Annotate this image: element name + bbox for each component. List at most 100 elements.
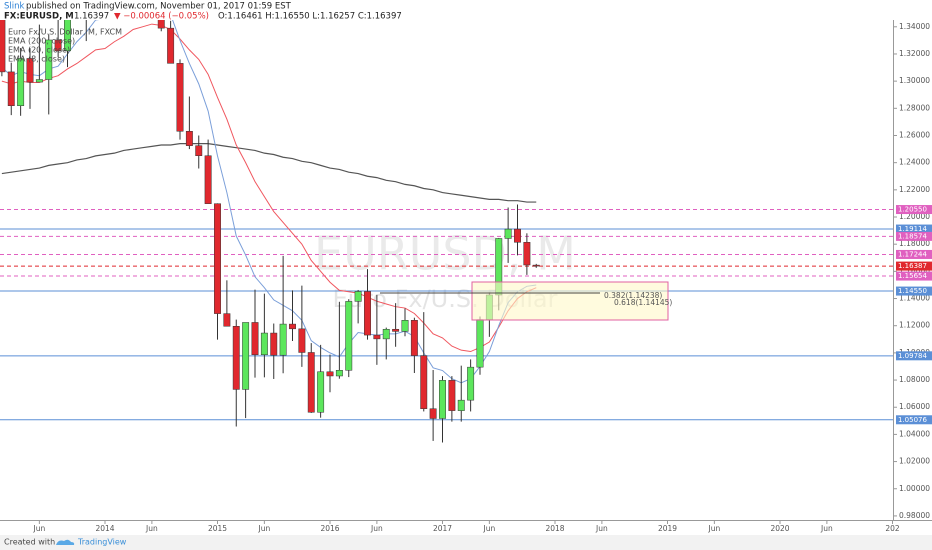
x-tick-label: Jun [33,524,46,533]
x-tick-label: Jun [370,524,383,533]
y-tick-label: 1.16000 [899,266,930,275]
candle-body [232,326,240,390]
candle-body [307,352,315,413]
price: 1.16397 [74,12,109,22]
x-tick-label: 2014 [95,524,114,533]
candle-body [335,370,343,377]
candle-body [514,228,521,243]
y-tick-label: 1.30000 [899,76,930,85]
y-tick-label: 1.22000 [899,185,930,194]
y-tick-label: 1.14000 [899,294,930,303]
level-label: 1.16387 [898,262,927,270]
x-tick-label: 2020 [770,524,789,533]
level-tag [896,286,932,296]
candle-body [401,320,409,332]
level-tag [896,261,932,271]
x-tick-label: Jun [258,524,271,533]
y-tick-label: 1.02000 [899,457,930,466]
candle-body [26,58,34,83]
y-tick-label: 1.12000 [899,321,930,330]
candle-body [7,71,15,106]
level-tag [896,351,932,361]
candle-body [364,291,371,336]
level-label: 1.15654 [898,272,927,280]
ema-line [1,20,537,384]
level-label: 1.14550 [898,287,927,295]
y-tick-label: 1.28000 [899,103,930,112]
candle-body [185,131,193,146]
candle-body [64,20,71,52]
candle-body [176,63,184,132]
candle-body [270,332,278,356]
level-tag [896,271,932,281]
x-tick-label: Jun [820,524,833,533]
x-tick-label: 2015 [208,524,227,533]
x-tick-label: 2018 [545,524,564,533]
candle-body [54,39,62,52]
candle-body [410,320,418,356]
fib-label: 0.382(1.14238) [604,291,662,300]
legend-entry: EMA (8, close) [8,55,65,64]
legend-entry: EMA (200, close) [8,37,75,46]
candle-body [382,328,390,340]
candle-body [0,20,6,73]
published: published on TradingView.com, November 0… [26,2,292,12]
candle-body [448,380,456,411]
ema-line [1,23,537,353]
candle-body [195,145,203,156]
y-tick-label: 1.08000 [899,375,930,384]
level-label: 1.20550 [898,206,927,214]
y-tick-label: 1.34000 [899,22,930,31]
candle-body [457,399,465,411]
candle-body [392,328,400,332]
legend-entry: EMA (20, close) [8,46,70,55]
candle-body [429,408,437,419]
x-tick-label: Jun [595,524,608,533]
candle-body [251,322,259,356]
candle-body [45,39,53,80]
author[interactable]: Slink [4,2,25,12]
x-tick-label: Jun [708,524,721,533]
y-tick-label: 0.98000 [899,511,930,520]
candle-body [223,313,231,327]
x-tick-label: 202 [885,524,900,533]
candle-body [504,228,512,239]
candle-body [204,155,212,204]
x-tick-label: 2017 [433,524,452,533]
candle-body [345,301,353,371]
level-label: 1.05076 [898,416,927,424]
x-tick-label: Jun [483,524,496,533]
candle-body [317,371,325,413]
level-tag [896,415,932,425]
candle-body [476,319,484,368]
logo [56,539,75,545]
candle-body [467,366,475,401]
level-tag [896,249,932,259]
brand[interactable]: TradingView [77,538,127,547]
candle-body [260,332,268,356]
candle-body [289,323,296,330]
legend-symbol: Euro Fx/U.S. Dollar, M, FXCM [8,28,122,37]
change: ▼ −0.00064 (−0.05%) [114,12,209,22]
ohlc: O:1.16461 H:1.16550 L:1.16257 C:1.16397 [218,12,402,22]
candle-body [279,323,287,356]
created-with: Created with [4,538,55,547]
y-tick-label: 1.00000 [899,484,930,493]
axes: 1.34000 1.32000 1.30000 1.28000 1.26000 1.240… [33,22,932,533]
candle-body [167,27,175,64]
candle-body [35,79,43,83]
plot [0,20,893,443]
x-tick-label: 2019 [658,524,677,533]
y-tick-label: 1.06000 [899,402,930,411]
candle-body [157,20,165,29]
x-axis-line [0,520,932,521]
x-tick-label: 2016 [320,524,339,533]
y-tick-label: 1.20000 [899,212,930,221]
candle-body [354,291,362,302]
y-tick-label: 1.04000 [899,429,930,438]
fib-box [471,281,669,321]
y-axis-line [893,20,894,520]
x-tick-label: Jun [145,524,158,533]
candle-body [242,322,250,390]
y-tick-label: 1.32000 [899,49,930,58]
